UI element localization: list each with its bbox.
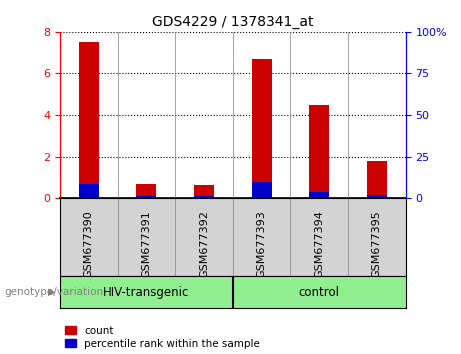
Bar [136, 184, 156, 198]
Text: GSM677394: GSM677394 [314, 210, 324, 278]
Bar [309, 105, 329, 198]
Text: HIV-transgenic: HIV-transgenic [103, 286, 189, 298]
Text: GSM677393: GSM677393 [257, 210, 266, 278]
Text: ▶: ▶ [48, 287, 55, 297]
Text: GSM677395: GSM677395 [372, 210, 382, 278]
Bar [309, 192, 329, 198]
Bar [367, 195, 387, 198]
Legend: count, percentile rank within the sample: count, percentile rank within the sample [65, 326, 260, 349]
Bar [136, 196, 156, 198]
Bar [194, 196, 214, 198]
Bar [194, 185, 214, 198]
Text: GSM677392: GSM677392 [199, 210, 209, 278]
Text: GSM677390: GSM677390 [84, 210, 94, 278]
Bar [252, 59, 272, 198]
Text: GSM677391: GSM677391 [142, 210, 151, 278]
Title: GDS4229 / 1378341_at: GDS4229 / 1378341_at [152, 16, 313, 29]
Bar [367, 161, 387, 198]
Text: genotype/variation: genotype/variation [5, 287, 104, 297]
Text: control: control [299, 286, 340, 298]
Bar [79, 184, 99, 198]
Bar [252, 182, 272, 198]
Bar [79, 42, 99, 198]
